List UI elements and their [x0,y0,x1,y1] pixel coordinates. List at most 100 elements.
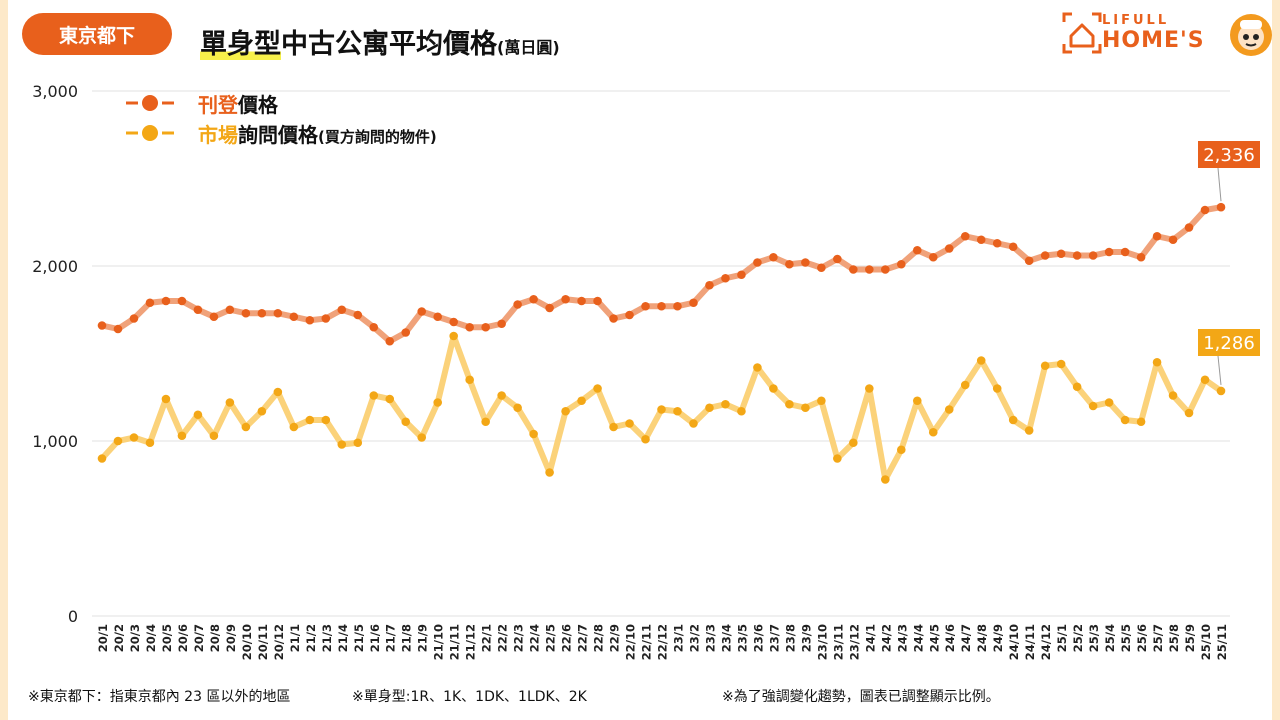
x-tick-label: 25/4 [1103,624,1117,652]
data-point [481,322,490,332]
x-tick-label: 21/9 [416,624,430,652]
data-point [833,254,842,264]
x-tick-label: 25/5 [1119,624,1133,652]
x-tick-label: 20/10 [240,624,254,660]
yellow-marker-icon [126,125,174,141]
x-tick-label: 21/6 [368,624,382,652]
data-point [193,305,203,315]
data-point [1056,359,1066,369]
data-point [369,391,379,400]
x-tick-label: 25/3 [1087,624,1101,652]
x-tick-label: 23/1 [671,624,685,652]
x-tick-label: 20/5 [160,624,174,652]
data-point [513,300,522,309]
data-point [225,398,235,407]
data-point [1184,408,1194,418]
x-tick-label: 23/11 [831,624,845,660]
data-point [625,419,634,428]
data-point [225,305,235,315]
x-tick-label: 24/12 [1039,624,1053,660]
data-point [289,312,299,322]
x-tick-label: 22/8 [592,624,606,652]
footer-note-type: ※單身型:1R、1K、1DK、1LDK、2K [352,689,587,705]
x-tick-label: 25/2 [1071,624,1085,652]
data-point [337,440,347,449]
data-point [385,336,395,346]
x-tick-label: 24/10 [1007,624,1021,660]
data-point [209,431,219,441]
data-point [593,296,602,306]
x-tick-label: 23/8 [783,624,797,652]
data-point [401,417,411,427]
data-point [241,422,251,432]
data-point [865,265,874,274]
data-point [1024,426,1034,435]
data-point [960,231,970,241]
data-point [1216,202,1226,212]
region-badge: 東京都下 [22,13,172,55]
data-point [881,265,890,274]
data-point [1184,223,1194,232]
data-point [1200,205,1210,215]
data-point [960,380,970,390]
x-tick-label: 23/10 [815,624,829,660]
data-point [1040,251,1050,260]
data-point [1120,247,1130,257]
x-tick-label: 20/12 [272,624,286,660]
data-point [449,331,458,341]
data-point [177,431,187,441]
data-point [817,263,826,273]
data-point [257,308,267,318]
x-tick-label: 25/8 [1167,624,1181,652]
end-value-label: 2,336 [1203,145,1255,166]
x-tick-label: 24/9 [991,624,1005,652]
x-tick-label: 21/1 [288,624,302,652]
data-point [1072,382,1082,392]
data-point [129,433,139,442]
data-point [801,403,810,413]
data-point [801,258,810,267]
data-point [145,298,155,308]
legend-item-inquiry: 市場詢問價格(買方詢問的物件) [122,118,437,148]
legend-listing-suffix: 價格 [238,92,278,117]
logo-wordmark: LIFULL HOME'S [1102,14,1205,52]
x-tick-label: 21/5 [352,624,366,652]
data-point [721,273,730,283]
x-tick-label: 23/6 [751,624,765,652]
data-point [1056,249,1066,259]
data-point [896,259,906,269]
data-point [1040,361,1050,371]
data-point [912,245,922,255]
x-tick-label: 23/3 [703,624,717,652]
data-point [753,363,762,372]
x-tick-label: 24/7 [959,624,973,652]
data-point [1072,251,1082,260]
data-point [769,252,778,262]
data-point [881,475,890,484]
x-tick-label: 22/6 [560,624,574,652]
data-point [849,438,858,448]
x-tick-label: 23/12 [847,624,861,660]
data-point [161,394,171,404]
end-label-box [1198,329,1260,356]
callout-leader [1217,167,1222,202]
x-tick-label: 23/4 [719,624,733,652]
data-point [545,303,554,313]
data-point [609,314,618,323]
x-tick-label: 20/2 [112,624,126,652]
x-tick-label: 20/6 [176,624,190,652]
x-tick-label: 25/7 [1151,624,1165,652]
data-point [1200,375,1210,385]
data-point [561,294,570,304]
data-point [896,445,906,455]
legend-inquiry-note: (買方詢問的物件) [318,127,437,146]
data-point [113,436,123,446]
data-point [992,238,1002,248]
data-point [113,324,123,334]
data-point [641,301,650,311]
x-tick-label: 24/2 [879,624,893,652]
data-point [785,399,794,409]
data-point [241,308,251,318]
chart-title: 單身型中古公寓平均價格(萬日圓) [200,22,560,61]
title-rest: 中古公寓平均價格 [281,29,497,60]
